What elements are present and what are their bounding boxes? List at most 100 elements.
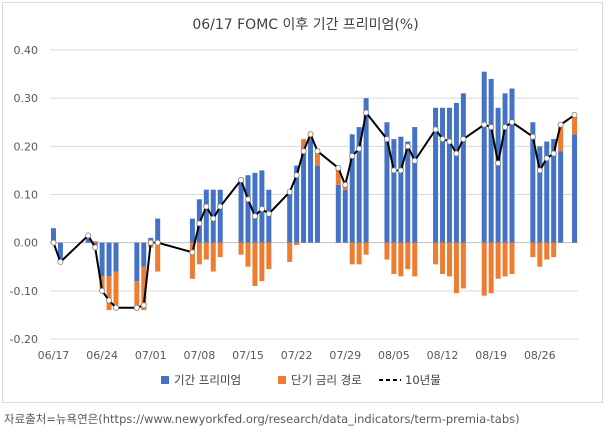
term-premium-bar <box>238 180 244 243</box>
ten-year-point <box>453 150 460 157</box>
term-premium-bar <box>155 218 161 243</box>
rate-path-bar <box>252 242 258 287</box>
x-tick-label: 08/19 <box>475 349 507 362</box>
ten-year-point <box>460 136 467 143</box>
ten-year-point <box>238 177 245 184</box>
y-tick-label: 0.40 <box>14 44 39 57</box>
rate-path-bar <box>141 266 147 311</box>
ten-year-point <box>488 124 495 131</box>
rate-path-bar <box>481 242 487 296</box>
term-premium-bar <box>460 93 466 243</box>
rate-path-bar <box>266 242 272 270</box>
rate-path-bar <box>210 242 216 272</box>
rate-path-bar <box>196 242 202 265</box>
term-premium-bar <box>141 242 147 267</box>
ten-year-point <box>502 124 509 131</box>
ten-year-point <box>529 133 536 140</box>
y-tick-label: 0.10 <box>14 189 39 202</box>
ten-year-series-line <box>52 110 576 309</box>
ten-year-point <box>293 172 300 179</box>
rate-path-bar <box>391 242 397 274</box>
x-tick-label: 07/01 <box>135 349 167 362</box>
x-tick-label: 06/24 <box>86 349 118 362</box>
ten-year-line <box>50 109 578 311</box>
ten-year-point <box>92 244 99 251</box>
term-premium-bar <box>134 242 140 282</box>
term-premium-bar <box>342 189 348 243</box>
term-premium-bar <box>356 127 362 243</box>
rate-path-bar <box>440 242 446 274</box>
rate-path-bar <box>551 242 557 258</box>
rate-path-bar <box>287 242 293 262</box>
y-tick-label: -0.20 <box>10 333 38 346</box>
legend-label: 기간 프리미엄 <box>174 373 241 387</box>
rate-path-bar <box>294 242 300 246</box>
rate-path-bar <box>502 242 508 277</box>
ten-year-point <box>495 160 502 167</box>
ten-year-point <box>307 131 314 138</box>
term-premium-bar <box>113 242 119 272</box>
y-tick-label: 0.20 <box>14 140 39 153</box>
rate-path-bar <box>301 139 307 152</box>
rate-path-bar <box>238 242 244 255</box>
rate-path-bar <box>356 242 362 265</box>
ten-year-point <box>286 189 293 196</box>
ten-year-point <box>439 136 446 143</box>
term-premium-bar <box>509 88 515 243</box>
ten-year-point <box>557 121 564 128</box>
y-tick-label: 0.00 <box>14 237 39 250</box>
ten-year-point <box>133 304 140 311</box>
x-tick-label: 07/08 <box>184 349 216 362</box>
term-premium-bar <box>294 165 300 243</box>
y-axis-ticks: 0.40 0.30 0.20 0.10 0.00 -0.10 -0.20 <box>10 44 38 346</box>
ten-year-point <box>196 220 203 227</box>
term-premium-bar <box>391 139 397 243</box>
rate-path-bar <box>349 242 355 265</box>
x-tick-label: 08/12 <box>427 349 459 362</box>
ten-year-point <box>210 215 217 222</box>
ten-year-point <box>432 126 439 133</box>
ten-year-point <box>571 112 578 119</box>
ten-year-point <box>508 119 515 126</box>
term-premium-bar <box>495 107 501 243</box>
x-tick-label: 08/05 <box>378 349 410 362</box>
legend-term-premium-swatch <box>161 376 169 384</box>
ten-year-point <box>217 203 224 210</box>
rate-path-bar <box>495 242 501 279</box>
legend-rate-path-swatch <box>278 376 286 384</box>
term-premium-bar <box>50 228 56 243</box>
x-tick-label: 06/17 <box>38 349 70 362</box>
term-premium-bar <box>412 127 418 243</box>
rate-path-bar <box>384 242 390 260</box>
rate-path-bar <box>245 242 251 267</box>
ten-year-point <box>356 145 363 152</box>
rate-path-bar <box>537 242 543 267</box>
rate-path-bar <box>259 242 265 282</box>
rate-path-bar <box>134 281 140 311</box>
rate-path-bar <box>155 242 161 272</box>
rate-path-bar <box>203 242 209 260</box>
ten-year-point <box>314 148 321 155</box>
ten-year-point <box>85 232 92 239</box>
ten-year-point <box>390 167 397 174</box>
term-premium-bar <box>363 98 369 243</box>
ten-year-point <box>140 302 147 309</box>
ten-year-point <box>342 181 349 188</box>
ten-year-point <box>189 249 196 256</box>
ten-year-point <box>154 239 161 246</box>
term-premium-bar <box>398 136 404 243</box>
x-tick-label: 07/29 <box>329 349 361 362</box>
rate-path-bar <box>509 242 515 274</box>
ten-year-point <box>411 157 418 164</box>
rate-path-bar <box>99 276 105 291</box>
rate-path-bar <box>558 124 564 152</box>
rate-path-bar <box>398 242 404 277</box>
ten-year-point <box>300 148 307 155</box>
term-premium-bar <box>252 172 258 243</box>
term-premium-bar <box>57 242 63 262</box>
term-premium-bar <box>287 189 293 243</box>
term-premium-bar <box>335 184 341 243</box>
ten-year-point <box>57 258 64 265</box>
ten-year-point <box>258 205 265 212</box>
